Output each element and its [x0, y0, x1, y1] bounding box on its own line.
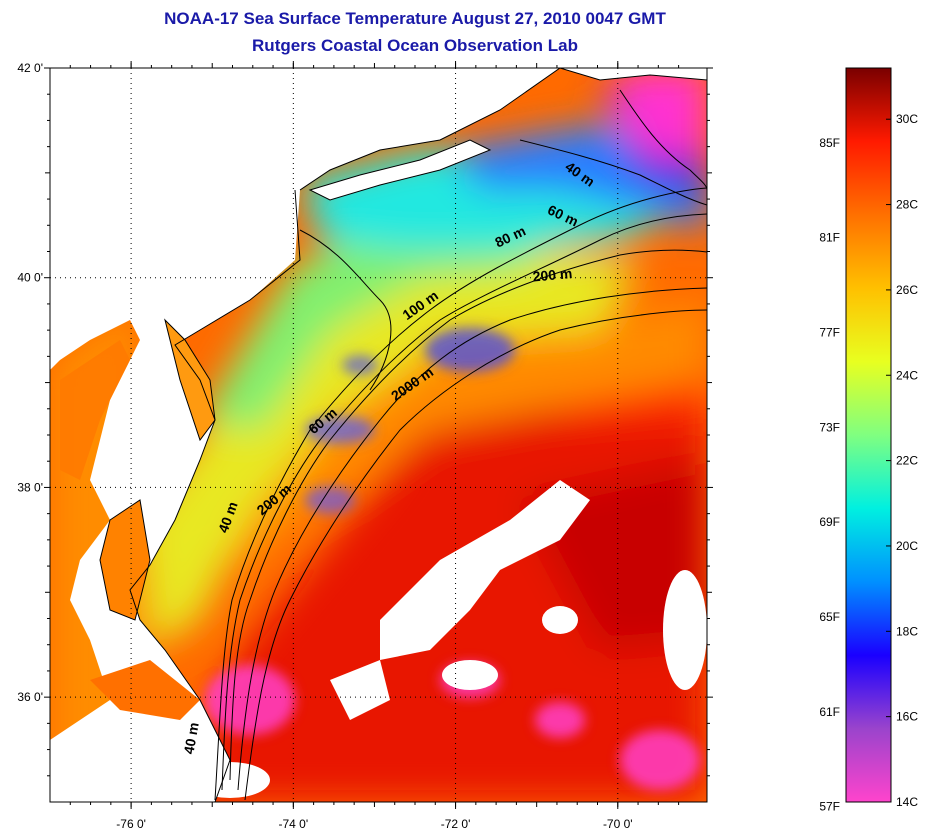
colorbar-c-label: 18C	[896, 624, 918, 638]
lat-tick-label: 36 0'	[17, 690, 43, 704]
colorbar-c-label: 24C	[896, 368, 918, 382]
lon-tick-label: -76 0'	[116, 817, 146, 831]
bathymetry-contours	[214, 89, 707, 801]
longitude-labels: -76 0' -74 0' -72 0' -70 0'	[116, 817, 632, 831]
colorbar-celsius-labels: 14C 16C 18C 20C 22C 24C 26C 28C 30C	[886, 112, 918, 809]
colorbar-c-label: 16C	[896, 710, 918, 724]
lat-tick-label: 40 0'	[17, 271, 43, 285]
colorbar-c-label: 20C	[896, 539, 918, 553]
colorbar-c-label: 30C	[896, 112, 918, 126]
colorbar-f-label: 57F	[819, 800, 840, 814]
chart-title: NOAA-17 Sea Surface Temperature August 2…	[164, 9, 666, 28]
latitude-labels: 42 0' 40 0' 38 0' 36 0'	[17, 61, 43, 704]
colorbar-c-label: 22C	[896, 454, 918, 468]
depth-contour-label: 40 m	[180, 721, 201, 755]
lat-tick-label: 42 0'	[17, 61, 43, 75]
depth-contour-label: 200 m	[532, 265, 573, 284]
colorbar-f-label: 77F	[819, 326, 840, 340]
bays	[60, 320, 215, 720]
cloud-masks	[190, 480, 707, 798]
colorbar-f-label: 69F	[819, 515, 840, 529]
colorbar-c-label: 26C	[896, 283, 918, 297]
colorbar-f-label: 65F	[819, 610, 840, 624]
lon-tick-label: -72 0'	[441, 817, 471, 831]
colorbar	[845, 67, 892, 803]
colorbar-f-label: 73F	[819, 420, 840, 434]
colorbar-f-label: 85F	[819, 136, 840, 150]
colorbar-fahrenheit-labels: 57F 61F 65F 69F 73F 77F 81F 85F	[819, 136, 840, 814]
lat-tick-label: 38 0'	[17, 480, 43, 494]
lon-tick-label: -74 0'	[279, 817, 309, 831]
lon-tick-label: -70 0'	[603, 817, 633, 831]
colorbar-c-label: 14C	[896, 795, 918, 809]
colorbar-f-label: 81F	[819, 231, 840, 245]
colorbar-c-label: 28C	[896, 198, 918, 212]
chart-subtitle: Rutgers Coastal Ocean Observation Lab	[252, 36, 578, 55]
coastlines	[99, 68, 707, 802]
axis-ticks	[44, 61, 713, 809]
colorbar-f-label: 61F	[819, 705, 840, 719]
land-mask	[50, 68, 707, 802]
